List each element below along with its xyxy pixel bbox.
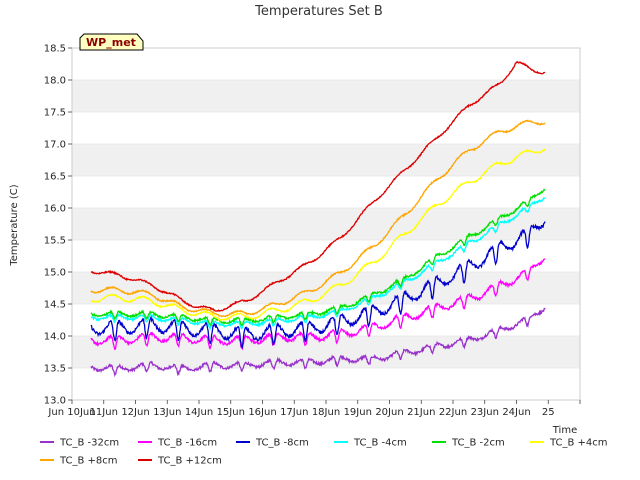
y-tick-label: 14.5: [44, 300, 66, 311]
series-line: [90, 119, 546, 318]
y-tick-label: 16.5: [44, 172, 66, 183]
badge-label: WP_met: [86, 36, 136, 49]
series-line: [90, 196, 546, 332]
x-tick-label: 16Jun: [248, 407, 276, 418]
y-tick-label: 13.5: [44, 364, 66, 375]
x-tick-label: 20Jun: [375, 407, 403, 418]
legend-label: TC_B -16cm: [157, 438, 217, 449]
y-tick-label: 16.0: [44, 204, 66, 215]
series-line: [90, 258, 546, 351]
x-tick-label: 15Jun: [217, 407, 245, 418]
legend-label: TC_B +12cm: [157, 456, 222, 467]
x-axis-label: Time: [552, 425, 577, 436]
x-tick-label: 12Jun: [121, 407, 149, 418]
series-line: [90, 221, 546, 350]
legend-label: TC_B -32cm: [59, 438, 119, 449]
y-tick-label: 17.0: [44, 140, 66, 151]
x-tick-label: 13Jun: [153, 407, 181, 418]
series-layer: [90, 60, 546, 378]
grid-band: [72, 144, 580, 176]
x-tick-label: 18Jun: [312, 407, 340, 418]
legend-label: TC_B +4cm: [549, 438, 608, 449]
x-tick-label: 25: [542, 407, 555, 418]
x-tick-label: 17Jun: [280, 407, 308, 418]
x-tick-label: 21Jun: [407, 407, 435, 418]
series-line: [90, 148, 546, 322]
y-tick-label: 17.5: [44, 108, 66, 119]
y-tick-label: 13.0: [44, 396, 66, 407]
chart-title: Temperatures Set B: [254, 4, 383, 19]
x-tick-label: 23Jun: [471, 407, 499, 418]
grid-band: [72, 80, 580, 112]
x-tick-label: 11Jun: [90, 407, 118, 418]
y-tick-label: 14.0: [44, 332, 66, 343]
y-axis: 13.0 13.5 14.0 14.5 15.0 15.5 16.0 16.5 17.0 17.5…: [44, 44, 72, 407]
legend-label: TC_B +8cm: [59, 456, 118, 467]
grid-band: [72, 208, 580, 240]
x-tick-label: Jun 10Jun: [47, 407, 95, 418]
x-tick-label: 22Jun: [439, 407, 467, 418]
y-tick-label: 18.0: [44, 76, 66, 87]
series-line: [90, 188, 546, 327]
y-tick-label: 15.5: [44, 236, 66, 247]
series-line: [90, 60, 546, 312]
y-axis-label: Temperature (C): [9, 184, 20, 266]
legend-label: TC_B -4cm: [353, 438, 407, 449]
series-line: [90, 307, 546, 378]
legend-label: TC_B -8cm: [255, 438, 309, 449]
x-tick-label: 24Jun: [502, 407, 530, 418]
x-tick-label: 14Jun: [185, 407, 213, 418]
grid-bands: [72, 79, 580, 401]
legend: TC_B -32cm TC_B -16cm TC_B -8cm TC_B -4cm TC…: [40, 438, 608, 467]
legend-label: TC_B -2cm: [451, 438, 505, 449]
x-tick-label: 19Jun: [344, 407, 372, 418]
y-tick-label: 15.0: [44, 268, 66, 279]
wp-met-badge: WP_met: [79, 33, 144, 51]
y-tick-label: 18.5: [44, 44, 66, 55]
